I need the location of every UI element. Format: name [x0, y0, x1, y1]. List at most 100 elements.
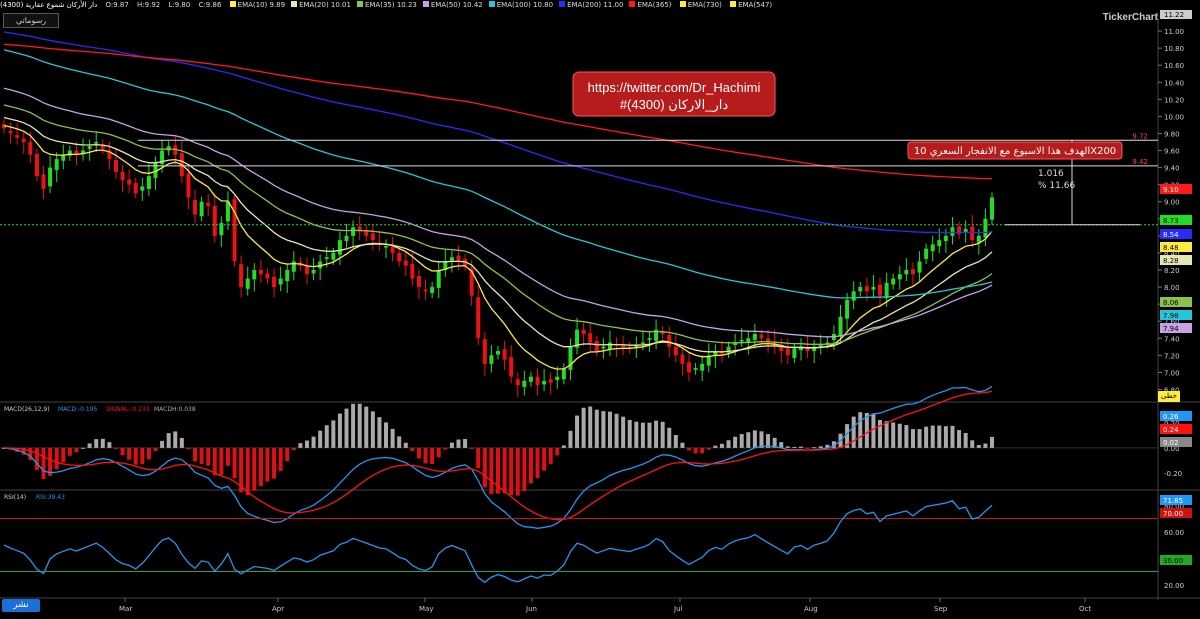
macd-hist-bar-6 — [41, 447, 46, 480]
candle-body-96 — [634, 345, 639, 348]
macd-hist-bar-5 — [34, 447, 39, 470]
macd-hist-bar-25 — [166, 433, 171, 448]
macd-value-badge-2 — [1160, 437, 1192, 447]
candle-body-32 — [212, 206, 217, 236]
candle-body-14 — [94, 142, 99, 144]
target-note-text: الهدف هذا الاسبوع مع الانفجار السعري 10X… — [914, 146, 1116, 157]
candle-body-7 — [48, 167, 53, 187]
macd-hist-bar-118 — [779, 442, 784, 448]
y-tick-label-4: 10.20 — [1164, 96, 1184, 104]
macd-hist-bar-8 — [54, 447, 59, 470]
macd-hist-bar-82 — [542, 447, 547, 471]
candle-body-56 — [370, 233, 375, 241]
macd-hist-bar-22 — [146, 447, 151, 460]
candle-body-138 — [910, 269, 915, 275]
candle-body-130 — [858, 287, 863, 292]
macd-hist-bar-138 — [910, 429, 915, 448]
macd-hist-bar-53 — [351, 403, 356, 448]
y-tick-label-3: 10.40 — [1164, 79, 1184, 87]
y-tick-label-17: 7.60 — [1164, 318, 1180, 326]
macd-hist-bar-124 — [818, 446, 823, 448]
macd-hist-bar-141 — [930, 425, 935, 448]
macd-hist-bar-112 — [739, 434, 744, 448]
macd-hist-bar-81 — [535, 447, 540, 479]
candle-body-54 — [357, 226, 362, 232]
macd-hist-bar-133 — [878, 419, 883, 448]
macd-hist-bar-7 — [48, 447, 53, 476]
rsi-y-tick-3: 20.00 — [1164, 582, 1184, 590]
candle-body-44 — [291, 261, 296, 272]
macd-hist-bar-144 — [950, 425, 955, 448]
candle-body-11 — [74, 150, 79, 155]
candle-body-124 — [818, 345, 823, 347]
candle-body-102 — [673, 346, 678, 356]
drawing-tools-button[interactable]: رسوماتي — [3, 13, 59, 28]
ema-line-365 — [3, 43, 993, 180]
ema-legend-item-1: EMA(20) 10.01 — [291, 1, 351, 9]
macd-hist-bar-96 — [634, 421, 639, 448]
macd-hist-bar-79 — [522, 447, 527, 492]
macd-hist-bar-62 — [410, 447, 415, 451]
candle-body-118 — [779, 345, 784, 352]
candle-body-16 — [107, 150, 112, 160]
candle-body-31 — [206, 202, 211, 206]
candle-body-91 — [601, 346, 606, 349]
candle-body-129 — [851, 291, 856, 301]
x-tick-label-1: Apr — [272, 605, 284, 613]
macd-hist-bar-125 — [825, 444, 830, 448]
candle-body-59 — [390, 246, 395, 253]
macd-hist-bar-39 — [258, 447, 263, 487]
macd-hist-bar-108 — [713, 445, 718, 448]
ema-value-badge-3 — [1160, 242, 1192, 252]
ema-value-badge-2 — [1160, 229, 1192, 239]
macd-hist-bar-23 — [153, 447, 158, 451]
macd-hist-bar-67 — [443, 447, 448, 450]
measure-percent: % 11.66 — [1038, 181, 1075, 191]
y-tick-label-13: 8.40 — [1164, 250, 1180, 258]
candle-body-122 — [805, 347, 810, 352]
candle-body-73 — [482, 339, 487, 364]
ema-line-100 — [3, 49, 993, 299]
level-label-0: 9.72 — [1132, 132, 1148, 140]
draw-line-button[interactable]: خطى — [1158, 391, 1180, 402]
macd-hist-bar-34 — [225, 447, 230, 466]
macd-hist-bar-130 — [858, 412, 863, 448]
macd-hist-bar-98 — [647, 422, 652, 448]
candle-body-77 — [509, 357, 514, 377]
ema-value-badge-label-4: 8.28 — [1163, 257, 1179, 265]
link-box — [572, 71, 776, 117]
macd-hist-bar-121 — [798, 446, 803, 448]
candle-body-12 — [81, 150, 86, 154]
macd-hist-bar-52 — [344, 408, 349, 448]
candle-body-101 — [667, 334, 672, 347]
symbol-title: دار الأركان شموع عقارية (4300) — [0, 1, 98, 9]
candle-body-41 — [272, 276, 277, 288]
candle-body-145 — [957, 226, 962, 235]
x-tick-label-2: May — [419, 605, 433, 613]
macd-hist-bar-17 — [113, 447, 118, 449]
candle-body-150 — [990, 197, 994, 220]
macd-hist-bar-31 — [206, 447, 211, 466]
ema-value-badge-label-3: 8.48 — [1163, 244, 1179, 252]
macd-hist-bar-20 — [133, 447, 138, 465]
macd-hist-bar-142 — [937, 425, 942, 448]
candle-body-21 — [140, 186, 145, 191]
macd-hist-bar-37 — [245, 447, 250, 496]
candle-body-111 — [733, 342, 738, 346]
macd-hist-bar-72 — [476, 447, 481, 469]
macd-hist-bar-105 — [693, 447, 698, 454]
ohlc-close: C:9.86 — [198, 1, 222, 9]
ema-line-20 — [3, 116, 993, 353]
candle-body-19 — [127, 179, 132, 185]
ohlc-low: L:9.80 — [168, 1, 191, 9]
rsi-value-badge-label-0: 71.85 — [1163, 497, 1183, 505]
macd-hist-bar-3 — [21, 447, 26, 455]
publish-button[interactable]: نشر — [2, 599, 40, 612]
y-tick-label-20: 7.00 — [1164, 369, 1180, 377]
rsi-value-badge-label-2: 30.00 — [1163, 557, 1183, 565]
macd-hist-bar-40 — [265, 447, 270, 482]
candle-body-36 — [239, 264, 244, 288]
candle-body-79 — [522, 380, 527, 387]
ema-legend-item-0: EMA(10) 9.89 — [229, 1, 285, 9]
